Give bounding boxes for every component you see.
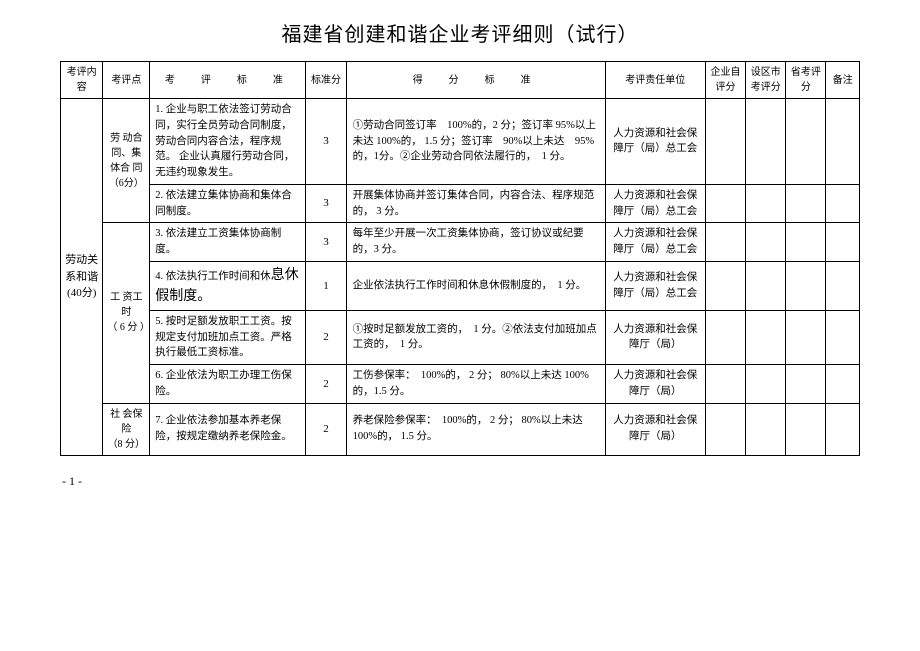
category-cell: 劳动关系和谐 (40分) — [61, 99, 103, 456]
table-row: 6. 企业依法为职工办理工伤保险。 2 工伤参保率： 100%的， 2 分； 8… — [61, 365, 860, 404]
unit-cell: 人力资源和社会保障厅（局）总工会 — [605, 99, 705, 185]
page-title: 福建省创建和谐企业考评细则（试行） — [60, 18, 860, 47]
scoring-cell: 企业依法执行工作时间和休息休假制度的， 1 分。 — [346, 261, 605, 310]
group-cell: 工 资工 时 （ 6 分 ） — [103, 223, 150, 403]
score-cell: 1 — [306, 261, 346, 310]
standard-cell: 6. 企业依法为职工办理工伤保险。 — [150, 365, 306, 404]
city-cell — [746, 99, 786, 185]
note-cell — [826, 403, 860, 455]
header-standard: 考 评 标 准 — [150, 62, 306, 99]
standard-cell: 1. 企业与职工依法签订劳动合同，实行全员劳动合同制度，劳动合同内容合法，程序规… — [150, 99, 306, 185]
page-number: - 1 - — [60, 474, 860, 489]
standard-cell: 5. 按时足额发放职工工资。按规定支付加班加点工资。严格执行最低工资标准。 — [150, 310, 306, 364]
evaluation-table: 考评内容 考评点 考 评 标 准 标准分 得 分 标 准 考评责任单位 企业自评… — [60, 61, 860, 456]
self-cell — [705, 310, 745, 364]
unit-cell: 人力资源和社会保障厅（局） — [605, 365, 705, 404]
city-cell — [746, 310, 786, 364]
note-cell — [826, 365, 860, 404]
standard-cell: 4. 依法执行工作时间和休息休假制度。 — [150, 261, 306, 310]
note-cell — [826, 310, 860, 364]
group-cell: 劳 动合 同、集 体合 同 （6分） — [103, 99, 150, 223]
unit-cell: 人力资源和社会保障厅（局）总工会 — [605, 261, 705, 310]
prov-cell — [786, 223, 826, 262]
header-content: 考评内容 — [61, 62, 103, 99]
score-cell: 2 — [306, 365, 346, 404]
scoring-cell: 每年至少开展一次工资集体协商，签订协议或纪要的，3 分。 — [346, 223, 605, 262]
self-cell — [705, 403, 745, 455]
table-row: 4. 依法执行工作时间和休息休假制度。 1 企业依法执行工作时间和休息休假制度的… — [61, 261, 860, 310]
standard-cell: 7. 企业依法参加基本养老保险，按规定缴纳养老保险金。 — [150, 403, 306, 455]
city-cell — [746, 184, 786, 223]
self-cell — [705, 261, 745, 310]
header-point: 考评点 — [103, 62, 150, 99]
unit-cell: 人力资源和社会保障厅（局）总工会 — [605, 184, 705, 223]
table-row: 2. 依法建立集体协商和集体合同制度。 3 开展集体协商并签订集体合同，内容合法… — [61, 184, 860, 223]
self-cell — [705, 365, 745, 404]
header-scoring: 得 分 标 准 — [346, 62, 605, 99]
score-cell: 2 — [306, 310, 346, 364]
note-cell — [826, 184, 860, 223]
header-prov: 省考评分 — [786, 62, 826, 99]
prov-cell — [786, 99, 826, 185]
note-cell — [826, 261, 860, 310]
prov-cell — [786, 184, 826, 223]
city-cell — [746, 223, 786, 262]
standard-cell: 3. 依法建立工资集体协商制度。 — [150, 223, 306, 262]
standard-cell: 2. 依法建立集体协商和集体合同制度。 — [150, 184, 306, 223]
table-row: 5. 按时足额发放职工工资。按规定支付加班加点工资。严格执行最低工资标准。 2 … — [61, 310, 860, 364]
score-cell: 3 — [306, 184, 346, 223]
table-row: 工 资工 时 （ 6 分 ） 3. 依法建立工资集体协商制度。 3 每年至少开展… — [61, 223, 860, 262]
self-cell — [705, 223, 745, 262]
score-cell: 3 — [306, 99, 346, 185]
header-self: 企业自评分 — [705, 62, 745, 99]
prov-cell — [786, 261, 826, 310]
scoring-cell: ①劳动合同签订率 100%的，2 分；签订率 95%以上未达 100%的， 1.… — [346, 99, 605, 185]
header-score: 标准分 — [306, 62, 346, 99]
scoring-cell: 工伤参保率： 100%的， 2 分； 80%以上未达 100%的，1.5 分。 — [346, 365, 605, 404]
city-cell — [746, 365, 786, 404]
prov-cell — [786, 365, 826, 404]
header-city: 设区市考评分 — [746, 62, 786, 99]
unit-cell: 人力资源和社会保障厅（局） — [605, 310, 705, 364]
unit-cell: 人力资源和社会保障厅（局） — [605, 403, 705, 455]
self-cell — [705, 184, 745, 223]
city-cell — [746, 403, 786, 455]
scoring-cell: 养老保险参保率： 100%的， 2 分； 80%以上未达 100%的， 1.5 … — [346, 403, 605, 455]
city-cell — [746, 261, 786, 310]
scoring-cell: ①按时足额发放工资的， 1 分。②依法支付加班加点工资的， 1 分。 — [346, 310, 605, 364]
note-cell — [826, 223, 860, 262]
table-row: 社 会保 险 （8 分） 7. 企业依法参加基本养老保险，按规定缴纳养老保险金。… — [61, 403, 860, 455]
score-cell: 3 — [306, 223, 346, 262]
group-cell: 社 会保 险 （8 分） — [103, 403, 150, 455]
table-header-row: 考评内容 考评点 考 评 标 准 标准分 得 分 标 准 考评责任单位 企业自评… — [61, 62, 860, 99]
prov-cell — [786, 403, 826, 455]
header-unit: 考评责任单位 — [605, 62, 705, 99]
table-row: 劳动关系和谐 (40分) 劳 动合 同、集 体合 同 （6分） 1. 企业与职工… — [61, 99, 860, 185]
prov-cell — [786, 310, 826, 364]
note-cell — [826, 99, 860, 185]
unit-cell: 人力资源和社会保障厅（局）总工会 — [605, 223, 705, 262]
scoring-cell: 开展集体协商并签订集体合同，内容合法、程序规范的， 3 分。 — [346, 184, 605, 223]
score-cell: 2 — [306, 403, 346, 455]
self-cell — [705, 99, 745, 185]
header-note: 备注 — [826, 62, 860, 99]
